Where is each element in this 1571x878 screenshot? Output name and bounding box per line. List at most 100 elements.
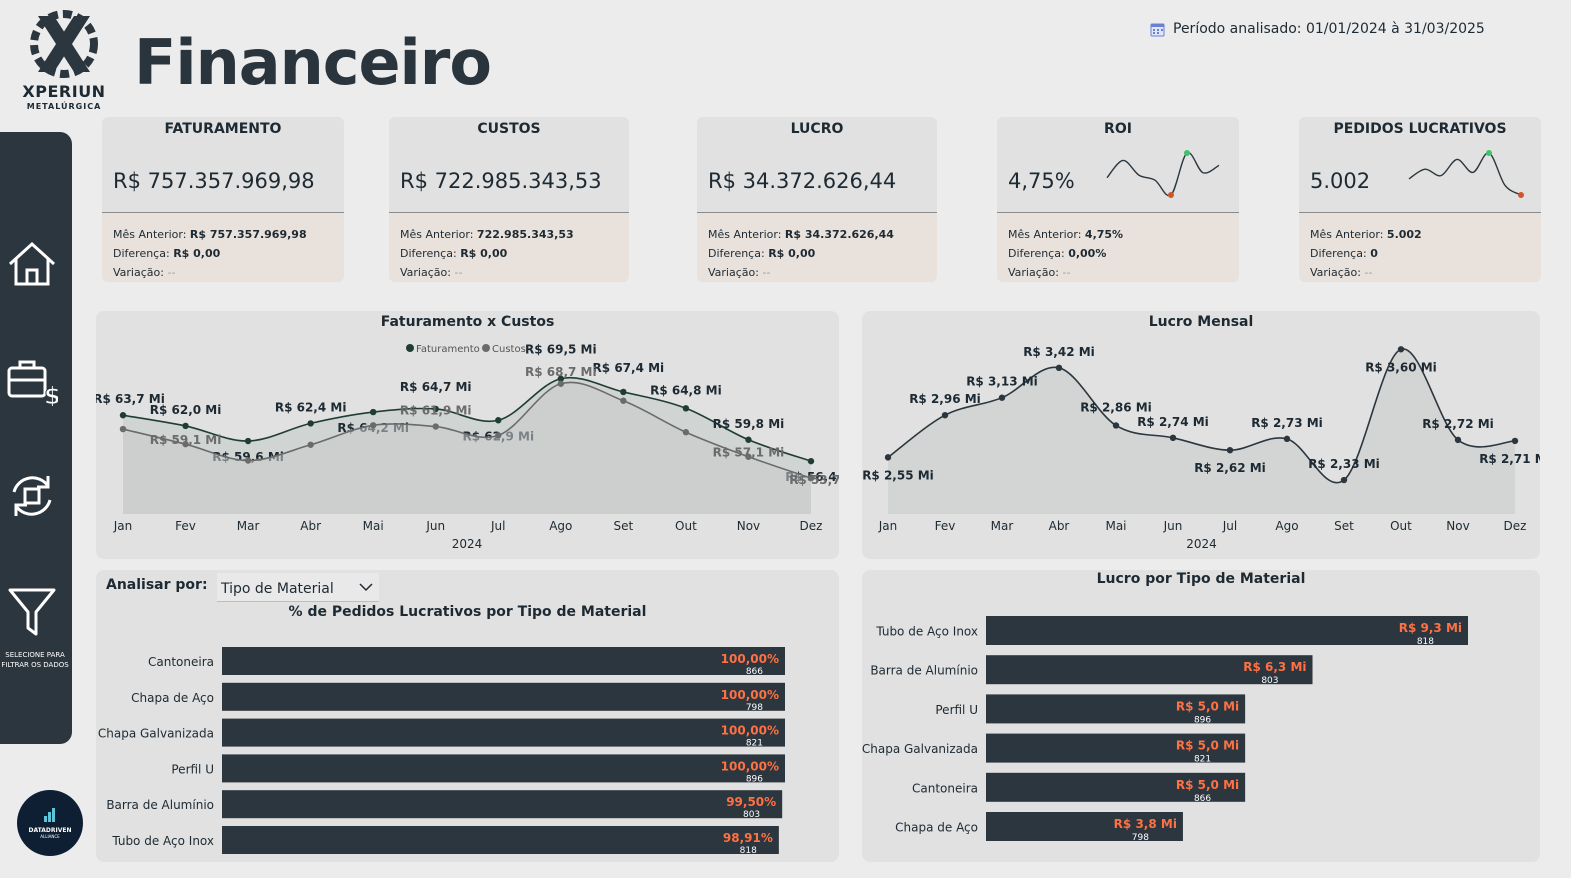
series-area-2 (123, 382, 811, 514)
dropdown-value: Tipo de Material (221, 581, 334, 597)
data-label: R$ 2,33 Mi (1308, 457, 1380, 471)
kpi-card-roi: ROI 4,75% Mês Anterior: 4,75% Diferença:… (997, 117, 1239, 282)
data-point (307, 441, 314, 448)
category-label: Chapa Galvanizada (98, 727, 214, 741)
x-tick-label: Out (1390, 519, 1412, 533)
bar-count-label: 798 (1132, 833, 1149, 843)
gear-x-logo-icon (30, 10, 98, 78)
x-tick-label: Jun (1163, 519, 1183, 533)
page-title: Financeiro (134, 26, 492, 99)
chart-title: Lucro por Tipo de Material (1096, 571, 1306, 587)
bar-value-label: 98,91% (723, 831, 773, 845)
svg-text:$: $ (44, 382, 58, 406)
data-label: R$ 59,1 Mi (150, 433, 222, 447)
data-point (244, 457, 252, 464)
kpi-value: 5.002 (1310, 169, 1371, 193)
kpi-card-pedidos-lucrativos: PEDIDOS LUCRATIVOS 5.002 Mês Anterior: 5… (1299, 117, 1541, 282)
bar-value-label: R$ 6,3 Mi (1243, 660, 1306, 674)
x-tick-label: Mai (1105, 519, 1126, 533)
briefcase-money-icon[interactable]: $ (6, 354, 58, 406)
spark-min-point (1168, 192, 1174, 198)
home-icon[interactable] (6, 238, 58, 290)
data-point (682, 429, 690, 436)
x-tick-label: Abr (300, 519, 321, 533)
data-point (557, 375, 565, 382)
x-tick-label: Set (614, 519, 634, 533)
pct-pedidos-panel: Analisar por: Tipo de Material % de Pedi… (96, 570, 839, 862)
data-point (119, 412, 127, 419)
bar-value-label: 100,00% (721, 652, 779, 666)
filter-label: Analisar por: (106, 577, 208, 593)
kpi-card-lucro: LUCRO R$ 34.372.626,44 Mês Anterior: R$ … (697, 117, 937, 282)
bar (986, 772, 1246, 802)
data-point (432, 423, 439, 430)
data-point (369, 408, 377, 416)
filter-caption: SELECIONE PARA FILTRAR OS DADOS (1, 651, 69, 669)
bar-value-label: R$ 5,0 Mi (1176, 739, 1239, 753)
data-point (119, 425, 127, 433)
category-label: Perfil U (171, 762, 214, 776)
x-tick-label: Nov (1446, 519, 1469, 533)
bar-value-label: 100,00% (721, 724, 779, 738)
chart-title: % de Pedidos Lucrativos por Tipo de Mate… (288, 604, 647, 620)
x-tick-label: Out (675, 519, 697, 533)
kpi-footer: Mês Anterior: 5.002 Diferença: 0 Variaçã… (1299, 212, 1541, 282)
bar-chart-icon (44, 808, 55, 822)
x-tick-label: Nov (737, 519, 760, 533)
data-point (1454, 436, 1462, 444)
bar-value-label: 99,50% (726, 795, 776, 809)
data-label: R$ 3,42 Mi (1023, 345, 1095, 359)
kpi-title: ROI (1104, 121, 1132, 137)
data-point (620, 397, 627, 404)
bar-value-label: R$ 9,3 Mi (1399, 621, 1462, 635)
data-label: R$ 59,8 Mi (713, 417, 785, 431)
legend-marker-faturamento (406, 344, 414, 352)
refresh-cycle-icon[interactable] (6, 470, 58, 522)
pedidos-sparkline (1408, 150, 1524, 198)
filter-funnel-icon[interactable] (6, 584, 58, 636)
faturamento-custos-chart: Faturamento Custos R$ 63,7 MiR$ 62,0 Mi R$ … (96, 343, 839, 551)
data-label: R$ 3,60 Mi (1365, 360, 1437, 374)
data-point (557, 380, 565, 387)
x-tick-label: Fev (175, 519, 196, 533)
bar (222, 826, 779, 854)
data-point (1283, 435, 1291, 443)
x-axis-label: 2024 (452, 537, 483, 551)
x-tick-label: Abr (1049, 519, 1070, 533)
data-label: R$ 69,5 Mi (525, 343, 597, 357)
category-label: Cantoneira (148, 655, 214, 669)
datadriven-alliance-logo: DATADRIVEN ALLIANCE (17, 790, 83, 856)
x-tick-label: Jun (425, 519, 445, 533)
x-tick-label: Fev (935, 519, 956, 533)
data-point (807, 457, 815, 465)
company-logo: XPERIUN METALÚRGICA (14, 6, 114, 111)
bar (222, 790, 783, 819)
data-point (182, 422, 189, 430)
chart-title: Lucro Mensal (1148, 314, 1254, 330)
category-label: Perfil U (935, 703, 978, 717)
spark-max-point (1486, 150, 1492, 156)
data-point (884, 454, 892, 461)
calendar-icon (1150, 23, 1165, 36)
x-tick-label: Jul (490, 519, 505, 533)
kpi-value: R$ 757.357.969,98 (113, 169, 315, 193)
lucro-mensal-panel: Lucro Mensal R$ 2,55 Mi R$ 2,96 Mi R$ 3,13… (862, 311, 1540, 559)
bar-value-label: 100,00% (721, 688, 779, 702)
kpi-footer: Mês Anterior: 4,75% Diferença: 0,00% Var… (997, 212, 1239, 282)
data-label: R$ 2,62 Mi (1194, 461, 1266, 475)
data-label: R$ 2,55 Mi (862, 468, 934, 482)
data-label: R$ 2,86 Mi (1080, 400, 1152, 414)
data-label: R$ 57,1 Mi (713, 446, 785, 460)
bar-count-label: 896 (1194, 715, 1211, 725)
chart-title: Faturamento x Custos (380, 314, 555, 330)
data-point (745, 453, 752, 460)
bar (986, 616, 1468, 645)
data-label: R$ 62,0 Mi (150, 403, 222, 417)
data-point (1226, 446, 1234, 454)
x-tick-label: Mar (237, 519, 260, 533)
material-type-dropdown[interactable]: Tipo de Material (217, 573, 379, 602)
x-tick-label: Dez (1504, 519, 1527, 533)
data-label: R$ 67,4 Mi (593, 361, 665, 375)
lucro-material-panel: Lucro por Tipo de Material Tubo de Aço I… (862, 570, 1540, 862)
data-label: R$ 2,71 Mi (1479, 452, 1540, 466)
